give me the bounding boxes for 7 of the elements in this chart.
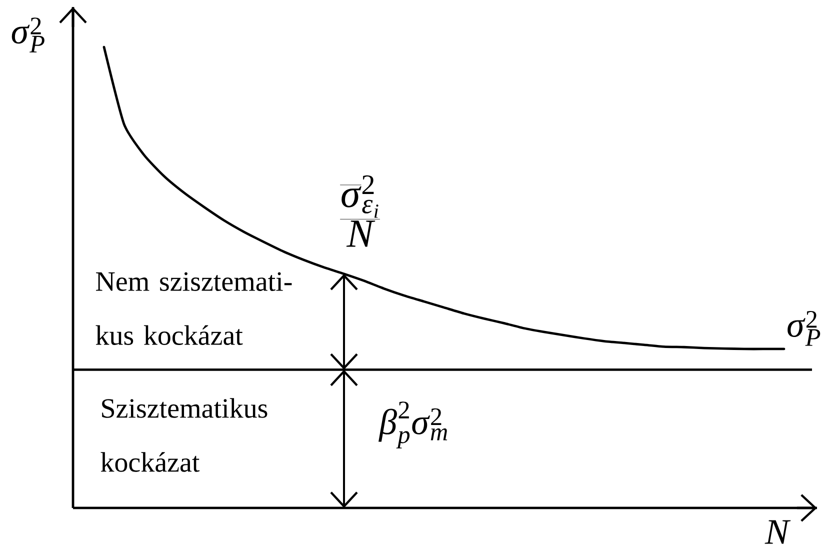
x-axis-title: $N$: [764, 520, 791, 544]
annotation: $\beta_p^2\sigma_m^2$: [378, 402, 448, 448]
annotation: $\frac{\overline{\sigma}^{2}_{\epsilon_i}}{N}$: [340, 175, 380, 247]
text: Nem szisztemati-kus kockázat: [96, 272, 292, 345]
series-label: $\sigma_P^2$: [788, 310, 820, 346]
y-axis-title: $\sigma_P^2$: [12, 18, 44, 52]
text: Szisztematikus kockázat: [100, 398, 268, 472]
